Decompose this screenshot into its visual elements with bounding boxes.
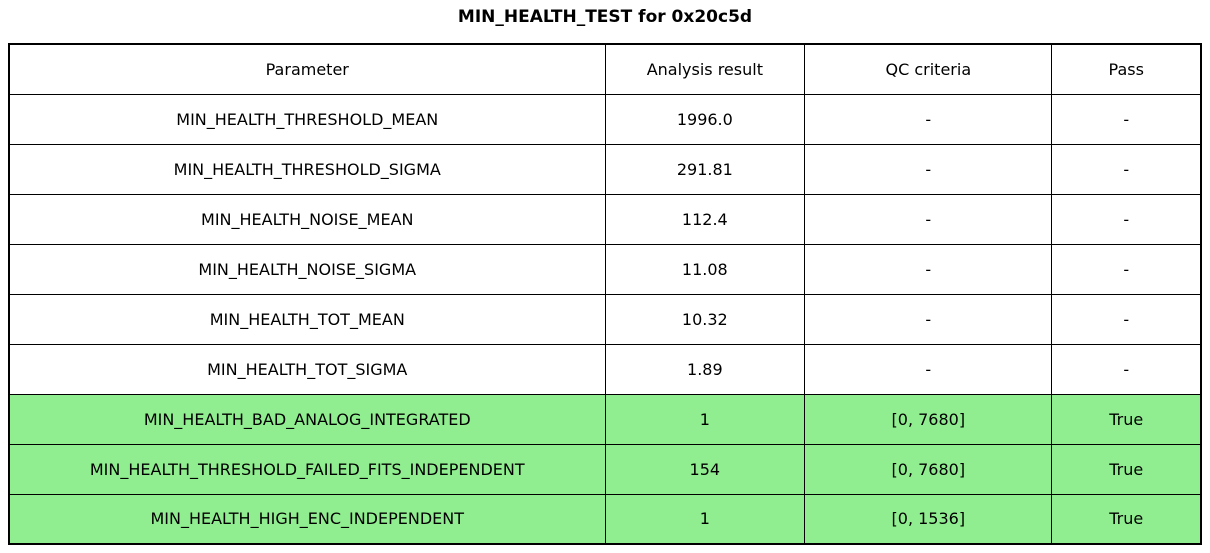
cell-qc-criteria: - [804,193,1053,245]
table-row-passed: MIN_HEALTH_THRESHOLD_FAILED_FITS_INDEPEN… [8,443,1202,495]
cell-pass: - [1051,143,1202,195]
column-header-qc-criteria: QC criteria [804,43,1053,95]
cell-analysis-result: 1996.0 [604,93,806,145]
table-row: MIN_HEALTH_THRESHOLD_SIGMA 291.81 - - [8,143,1202,195]
table-row: MIN_HEALTH_THRESHOLD_MEAN 1996.0 - - [8,93,1202,145]
table-row: MIN_HEALTH_TOT_MEAN 10.32 - - [8,293,1202,345]
table-header-row: Parameter Analysis result QC criteria Pa… [8,43,1202,95]
table-row: MIN_HEALTH_NOISE_MEAN 112.4 - - [8,193,1202,245]
cell-parameter: MIN_HEALTH_TOT_SIGMA [8,343,606,395]
cell-qc-criteria: [0, 1536] [804,493,1053,545]
cell-parameter: MIN_HEALTH_NOISE_MEAN [8,193,606,245]
table-row: MIN_HEALTH_TOT_SIGMA 1.89 - - [8,343,1202,395]
column-header-analysis-result: Analysis result [604,43,806,95]
column-header-parameter: Parameter [8,43,606,95]
cell-analysis-result: 1 [604,393,806,445]
cell-qc-criteria: - [804,143,1053,195]
cell-qc-criteria: - [804,343,1053,395]
cell-qc-criteria: - [804,93,1053,145]
table-row-passed: MIN_HEALTH_BAD_ANALOG_INTEGRATED 1 [0, 7… [8,393,1202,445]
cell-qc-criteria: - [804,293,1053,345]
cell-parameter: MIN_HEALTH_BAD_ANALOG_INTEGRATED [8,393,606,445]
cell-analysis-result: 291.81 [604,143,806,195]
cell-pass: - [1051,293,1202,345]
page-title: MIN_HEALTH_TEST for 0x20c5d [457,7,753,27]
cell-analysis-result: 10.32 [604,293,806,345]
cell-qc-criteria: [0, 7680] [804,393,1053,445]
cell-qc-criteria: [0, 7680] [804,443,1053,495]
cell-parameter: MIN_HEALTH_NOISE_SIGMA [8,243,606,295]
cell-parameter: MIN_HEALTH_THRESHOLD_SIGMA [8,143,606,195]
cell-parameter: MIN_HEALTH_THRESHOLD_MEAN [8,93,606,145]
cell-parameter: MIN_HEALTH_TOT_MEAN [8,293,606,345]
cell-analysis-result: 1 [604,493,806,545]
column-header-pass: Pass [1051,43,1202,95]
cell-analysis-result: 154 [604,443,806,495]
cell-pass: - [1051,93,1202,145]
cell-analysis-result: 112.4 [604,193,806,245]
cell-analysis-result: 11.08 [604,243,806,295]
cell-parameter: MIN_HEALTH_THRESHOLD_FAILED_FITS_INDEPEN… [8,443,606,495]
cell-pass: - [1051,343,1202,395]
cell-analysis-result: 1.89 [604,343,806,395]
cell-pass: - [1051,193,1202,245]
cell-pass: True [1051,393,1202,445]
cell-pass: True [1051,443,1202,495]
cell-pass: True [1051,493,1202,545]
table-row-passed: MIN_HEALTH_HIGH_ENC_INDEPENDENT 1 [0, 15… [8,493,1202,545]
cell-qc-criteria: - [804,243,1053,295]
cell-parameter: MIN_HEALTH_HIGH_ENC_INDEPENDENT [8,493,606,545]
qc-results-table: Parameter Analysis result QC criteria Pa… [8,43,1202,545]
cell-pass: - [1051,243,1202,295]
table-row: MIN_HEALTH_NOISE_SIGMA 11.08 - - [8,243,1202,295]
